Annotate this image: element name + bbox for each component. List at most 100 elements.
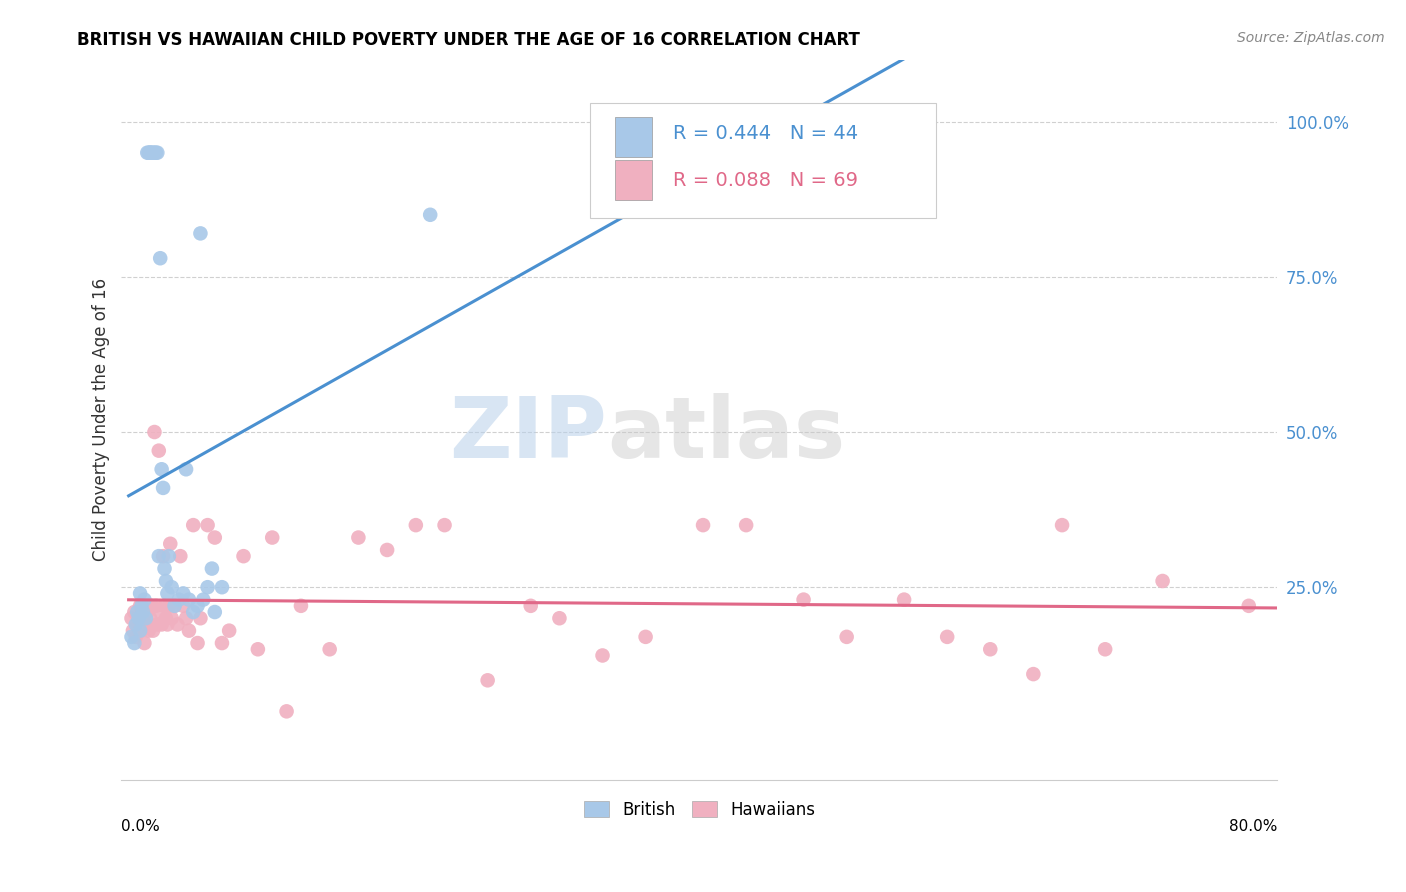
Point [190,227,212,241]
Point [160,580,183,594]
Point [936,630,959,644]
Point [163,599,186,613]
Point [156,586,179,600]
Text: 0.0%: 0.0% [121,819,160,834]
Point [1094,642,1116,657]
Point [125,617,148,632]
Point [187,599,209,613]
Point [347,531,370,545]
Bar [614,161,652,200]
Point [134,592,156,607]
FancyBboxPatch shape [589,103,936,218]
Point [145,145,167,160]
Point [893,592,915,607]
Point [174,611,197,625]
Point [156,617,179,632]
Point [152,481,174,495]
Point [197,518,219,533]
Point [246,642,269,657]
Point [169,549,191,564]
Point [135,611,157,625]
Point [204,531,226,545]
Point [146,145,169,160]
Point [145,599,167,613]
Point [136,145,159,160]
Point [692,518,714,533]
Point [181,518,204,533]
Point [139,611,162,625]
Point [142,145,165,160]
Point [150,617,173,632]
Text: Source: ZipAtlas.com: Source: ZipAtlas.com [1237,31,1385,45]
Point [232,549,254,564]
Point [318,642,340,657]
Point [172,599,194,613]
Point [634,630,657,644]
Point [141,599,163,613]
Point [132,611,155,625]
Y-axis label: Child Poverty Under the Age of 16: Child Poverty Under the Age of 16 [93,278,110,561]
Point [204,605,226,619]
Point [211,636,233,650]
Point [122,624,145,638]
Point [1050,518,1073,533]
Point [157,599,180,613]
Point [127,605,149,619]
Point [187,636,209,650]
Text: R = 0.088   N = 69: R = 0.088 N = 69 [673,171,858,190]
Text: atlas: atlas [607,392,845,475]
Point [132,605,155,619]
Point [153,599,176,613]
Point [149,605,172,619]
Point [190,611,212,625]
Point [131,624,153,638]
Point [148,549,170,564]
Point [153,561,176,575]
Point [125,630,148,644]
Point [1152,574,1174,588]
Point [172,586,194,600]
Text: BRITISH VS HAWAIIAN CHILD POVERTY UNDER THE AGE OF 16 CORRELATION CHART: BRITISH VS HAWAIIAN CHILD POVERTY UNDER … [77,31,860,49]
Bar [614,117,652,157]
Point [211,580,233,594]
Point [290,599,312,613]
Point [150,462,173,476]
Point [124,605,146,619]
Point [152,549,174,564]
Point [138,145,160,160]
Point [129,599,152,613]
Point [1022,667,1045,681]
Point [128,611,150,625]
Point [129,624,152,638]
Point [143,145,166,160]
Point [149,251,172,265]
Point [135,617,157,632]
Point [218,624,240,638]
Point [166,617,188,632]
Point [131,599,153,613]
Point [129,586,152,600]
Point [139,145,162,160]
Point [548,611,571,625]
Point [664,145,686,160]
Point [375,543,398,558]
Point [141,145,163,160]
Point [276,704,298,718]
Point [143,425,166,439]
Point [146,617,169,632]
Point [139,145,162,160]
Point [128,611,150,625]
Point [735,518,758,533]
Point [159,537,181,551]
Point [793,592,815,607]
Point [181,605,204,619]
Point [174,462,197,476]
Point [167,592,190,607]
Point [121,630,143,644]
Point [163,599,186,613]
Point [201,561,224,575]
Legend: British, Hawaiians: British, Hawaiians [576,794,823,825]
Text: ZIP: ZIP [450,392,607,475]
Point [138,624,160,638]
Point [519,599,541,613]
